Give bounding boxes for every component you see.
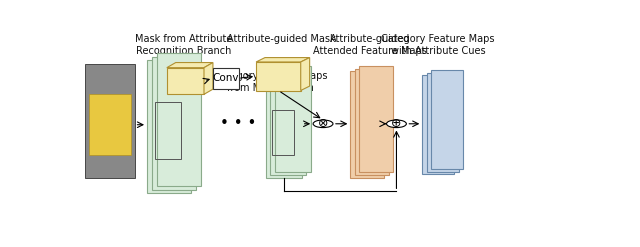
Text: Category Feature Maps
with Attribute Cues: Category Feature Maps with Attribute Cue… [381, 34, 495, 56]
Text: Attribute-guided Mask: Attribute-guided Mask [227, 34, 335, 44]
Bar [213, 68, 239, 89]
Text: Attribute-guided
Attended Feature Maps: Attribute-guided Attended Feature Maps [313, 34, 427, 56]
Bar [427, 73, 459, 172]
Bar [350, 71, 384, 178]
Bar [275, 66, 310, 172]
Bar [272, 109, 294, 155]
Polygon shape [204, 62, 213, 94]
Polygon shape [167, 62, 213, 68]
Bar [167, 68, 204, 94]
Text: ⊗: ⊗ [318, 117, 328, 130]
Bar [359, 66, 393, 172]
Bar [157, 53, 200, 186]
Bar [355, 69, 388, 175]
Circle shape [387, 120, 406, 128]
Bar [89, 94, 131, 155]
Circle shape [313, 120, 333, 128]
Bar [85, 64, 134, 178]
Polygon shape [301, 58, 310, 90]
Bar [256, 62, 301, 90]
Bar [431, 70, 463, 169]
Text: ⊕: ⊕ [391, 117, 402, 130]
Bar [422, 75, 454, 174]
Text: Conv: Conv [212, 73, 239, 83]
Polygon shape [256, 58, 310, 62]
Bar [271, 69, 306, 175]
Text: Mask from Attribute
Recognition Branch: Mask from Attribute Recognition Branch [136, 34, 233, 56]
Text: Category Feature Maps
from Main Branch: Category Feature Maps from Main Branch [214, 71, 327, 93]
Bar [156, 102, 181, 159]
Bar [152, 57, 196, 190]
Text: • • •: • • • [220, 116, 256, 131]
Bar [147, 60, 191, 193]
Bar [266, 71, 301, 178]
